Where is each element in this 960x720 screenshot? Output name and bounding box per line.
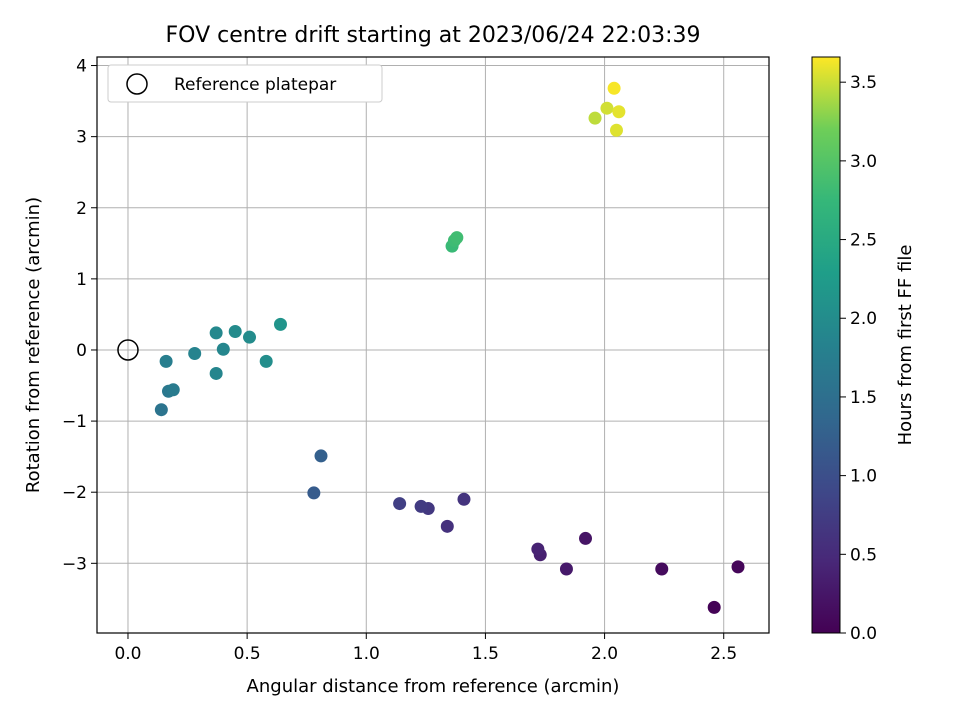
colorbar-tick-label: 0.0 (850, 624, 877, 644)
plot-area-border (96, 56, 770, 634)
data-point (154, 403, 168, 417)
data-point (440, 519, 454, 533)
data-point (588, 111, 602, 125)
y-tick-label: −2 (62, 483, 87, 503)
colorbar-tick-label: 0.5 (850, 545, 877, 565)
data-point (559, 562, 573, 576)
legend: Reference platepar (107, 64, 383, 103)
data-point (307, 486, 321, 500)
data-point (600, 101, 614, 115)
data-point (450, 231, 464, 245)
data-point (579, 531, 593, 545)
y-tick-label: 3 (76, 128, 87, 148)
y-tick-label: 1 (76, 270, 87, 290)
y-tick-label: 0 (76, 341, 87, 361)
data-point (228, 324, 242, 338)
data-point (531, 542, 545, 556)
y-tick-label: 2 (76, 199, 87, 219)
data-point (166, 383, 180, 397)
x-tick-label: 1.0 (353, 644, 380, 664)
data-point (707, 600, 721, 614)
y-tick-label: 4 (76, 57, 87, 77)
data-point (259, 354, 273, 368)
colorbar: 0.0 0.5 1.0 1.5 2.0 2.5 3.0 3.5 Hours from firs… (811, 56, 916, 644)
data-point (159, 354, 173, 368)
data-points (154, 81, 745, 614)
x-tick-label: 0.0 (114, 644, 141, 664)
chart-title: FOV centre drift starting at 2023/06/24 … (166, 23, 701, 48)
data-point (243, 330, 257, 344)
x-tick-label: 0.5 (234, 644, 261, 664)
colorbar-tick-label: 3.5 (850, 73, 877, 93)
data-point (457, 492, 471, 506)
data-point (188, 347, 202, 361)
data-point (209, 366, 223, 380)
y-axis-ticks: −3 −2 −1 0 1 2 3 4 (62, 57, 97, 574)
y-tick-label: −1 (62, 412, 87, 432)
legend-box (107, 64, 383, 103)
data-point (314, 449, 328, 463)
x-axis-ticks: 0.0 0.5 1.0 1.5 2.0 2.5 (114, 633, 737, 664)
colorbar-label: Hours from first FF file (895, 245, 916, 446)
x-tick-label: 2.0 (591, 644, 618, 664)
data-point (607, 81, 621, 95)
data-point (273, 317, 287, 331)
data-point (612, 105, 626, 119)
colorbar-tick-label: 3.0 (850, 152, 877, 172)
data-point (609, 123, 623, 137)
colorbar-gradient (811, 56, 841, 634)
x-axis-label: Angular distance from reference (arcmin) (247, 676, 620, 697)
data-point (209, 326, 223, 340)
colorbar-tick-label: 1.5 (850, 388, 877, 408)
y-axis-label: Rotation from reference (arcmin) (23, 197, 44, 493)
data-point (414, 499, 428, 513)
grid-lines (97, 57, 769, 633)
data-point (393, 497, 407, 511)
colorbar-tick-label: 1.0 (850, 467, 877, 487)
data-point (655, 562, 669, 576)
reference-point-marker (117, 339, 139, 361)
colorbar-ticks: 0.0 0.5 1.0 1.5 2.0 2.5 3.0 3.5 (840, 73, 877, 644)
legend-marker (126, 73, 148, 95)
y-tick-label: −3 (62, 554, 87, 574)
data-point (216, 342, 230, 356)
x-tick-label: 2.5 (710, 644, 737, 664)
colorbar-tick-label: 2.0 (850, 309, 877, 329)
x-tick-label: 1.5 (472, 644, 499, 664)
data-point (731, 560, 745, 574)
legend-entry-reference-platepar: Reference platepar (174, 75, 336, 95)
colorbar-tick-label: 2.5 (850, 231, 877, 251)
